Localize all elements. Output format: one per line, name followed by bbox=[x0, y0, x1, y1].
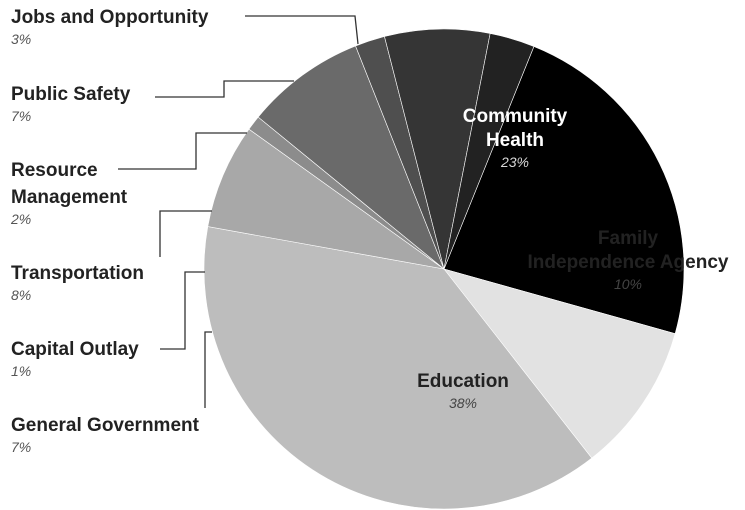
slice-labels: Community Health 23% Family Independence Age… bbox=[10, 7, 729, 455]
slice-education bbox=[203, 226, 593, 510]
label-family-independence-agency-line-2: Independence Agency bbox=[528, 252, 729, 273]
leader-general-government bbox=[204, 331, 212, 408]
pct-general-government: 7% bbox=[11, 439, 31, 455]
leader-capital-outlay bbox=[160, 271, 205, 350]
label-education: Education bbox=[417, 371, 509, 392]
slice-public-safety bbox=[384, 28, 491, 270]
leader-public-safety bbox=[155, 80, 294, 98]
label-transportation: Transportation bbox=[11, 263, 144, 284]
leader-resource-management bbox=[118, 132, 247, 170]
pct-resource-management: 2% bbox=[10, 211, 31, 227]
label-resource-management-line-1: Resource bbox=[11, 160, 98, 181]
label-jobs-and-opportunity: Jobs and Opportunity bbox=[11, 7, 209, 28]
slice-community-health bbox=[443, 46, 685, 335]
label-family-independence-agency-line-1: Family bbox=[598, 228, 659, 249]
pct-capital-outlay: 1% bbox=[11, 363, 31, 379]
slice-transportation bbox=[257, 45, 445, 270]
leader-lines bbox=[118, 15, 359, 408]
pct-community-health: 23% bbox=[500, 154, 529, 170]
label-community-health-line-1: Community bbox=[463, 106, 568, 127]
leader-jobs-and-opportunity bbox=[245, 15, 359, 45]
pie-slices bbox=[203, 28, 685, 510]
label-community-health-line-2: Health bbox=[486, 130, 544, 151]
pct-education: 38% bbox=[449, 395, 477, 411]
label-general-government: General Government bbox=[11, 415, 200, 436]
label-capital-outlay: Capital Outlay bbox=[11, 339, 139, 360]
label-resource-management-line-2: Management bbox=[11, 187, 128, 208]
pct-transportation: 8% bbox=[11, 287, 31, 303]
slice-jobs-and-opportunity bbox=[443, 33, 535, 270]
label-public-safety: Public Safety bbox=[11, 84, 131, 105]
slice-family-independence-agency bbox=[443, 268, 676, 459]
pct-public-safety: 7% bbox=[11, 108, 31, 124]
leader-transportation bbox=[159, 210, 212, 257]
pct-jobs-and-opportunity: 3% bbox=[11, 31, 31, 47]
pct-family-independence-agency: 10% bbox=[614, 276, 642, 292]
slice-general-government bbox=[207, 128, 445, 270]
